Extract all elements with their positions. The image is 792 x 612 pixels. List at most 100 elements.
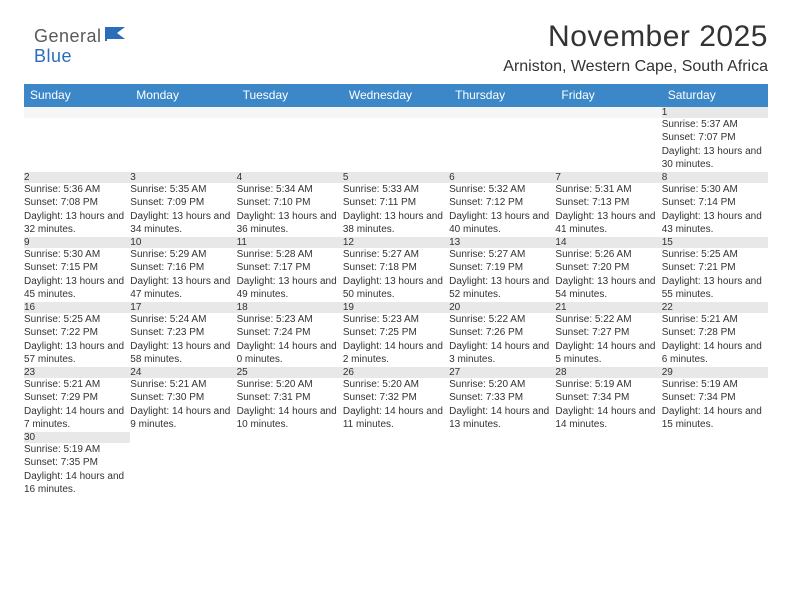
daylight-text: Daylight: 13 hours and 43 minutes.	[662, 210, 768, 237]
day-info-cell	[555, 443, 661, 497]
day-info-cell	[343, 118, 449, 172]
daylight-text: Daylight: 13 hours and 40 minutes.	[449, 210, 555, 237]
sunset-text: Sunset: 7:29 PM	[24, 391, 130, 405]
day-number-cell	[130, 432, 236, 443]
sunrise-text: Sunrise: 5:21 AM	[24, 378, 130, 392]
sunset-text: Sunset: 7:35 PM	[24, 456, 130, 470]
sunset-text: Sunset: 7:14 PM	[662, 196, 768, 210]
day-info-cell: Sunrise: 5:25 AMSunset: 7:21 PMDaylight:…	[662, 248, 768, 302]
daylight-text: Daylight: 14 hours and 14 minutes.	[555, 405, 661, 432]
day-number-cell: 19	[343, 302, 449, 313]
weekday-header-row: Sunday Monday Tuesday Wednesday Thursday…	[24, 84, 768, 107]
day-number-cell: 27	[449, 367, 555, 378]
day-info-cell	[130, 443, 236, 497]
day-info-cell: Sunrise: 5:30 AMSunset: 7:15 PMDaylight:…	[24, 248, 130, 302]
daylight-text: Daylight: 14 hours and 10 minutes.	[237, 405, 343, 432]
daylight-text: Daylight: 13 hours and 49 minutes.	[237, 275, 343, 302]
day-number-cell: 28	[555, 367, 661, 378]
day-number-cell	[662, 432, 768, 443]
day-info-cell: Sunrise: 5:22 AMSunset: 7:27 PMDaylight:…	[555, 313, 661, 367]
sunrise-text: Sunrise: 5:21 AM	[130, 378, 236, 392]
sunset-text: Sunset: 7:23 PM	[130, 326, 236, 340]
day-number-cell	[237, 107, 343, 118]
day-info-cell: Sunrise: 5:19 AMSunset: 7:34 PMDaylight:…	[662, 378, 768, 432]
daylight-text: Daylight: 14 hours and 2 minutes.	[343, 340, 449, 367]
location-text: Arniston, Western Cape, South Africa	[503, 58, 768, 76]
daylight-text: Daylight: 13 hours and 58 minutes.	[130, 340, 236, 367]
sunset-text: Sunset: 7:17 PM	[237, 261, 343, 275]
day-number-cell	[343, 432, 449, 443]
day-number-cell: 1	[662, 107, 768, 118]
daylight-text: Daylight: 14 hours and 11 minutes.	[343, 405, 449, 432]
day-info-cell	[24, 118, 130, 172]
sunrise-text: Sunrise: 5:30 AM	[24, 248, 130, 262]
sunset-text: Sunset: 7:16 PM	[130, 261, 236, 275]
day-number-cell: 11	[237, 237, 343, 248]
day-info-cell	[343, 443, 449, 497]
sunrise-text: Sunrise: 5:26 AM	[555, 248, 661, 262]
day-info-cell: Sunrise: 5:23 AMSunset: 7:24 PMDaylight:…	[237, 313, 343, 367]
daylight-text: Daylight: 13 hours and 38 minutes.	[343, 210, 449, 237]
day-number-cell: 8	[662, 172, 768, 183]
sunrise-text: Sunrise: 5:19 AM	[555, 378, 661, 392]
day-number-cell: 18	[237, 302, 343, 313]
sunrise-text: Sunrise: 5:23 AM	[343, 313, 449, 327]
daylight-text: Daylight: 14 hours and 13 minutes.	[449, 405, 555, 432]
day-info-cell: Sunrise: 5:28 AMSunset: 7:17 PMDaylight:…	[237, 248, 343, 302]
logo-text-blue-wrap: Blue	[34, 46, 72, 67]
day-number-cell	[449, 107, 555, 118]
daylight-text: Daylight: 13 hours and 50 minutes.	[343, 275, 449, 302]
sunset-text: Sunset: 7:11 PM	[343, 196, 449, 210]
sunset-text: Sunset: 7:07 PM	[662, 131, 768, 145]
day-number-cell: 13	[449, 237, 555, 248]
weekday-header: Monday	[130, 84, 236, 107]
daylight-text: Daylight: 13 hours and 32 minutes.	[24, 210, 130, 237]
sunrise-text: Sunrise: 5:30 AM	[662, 183, 768, 197]
sunset-text: Sunset: 7:27 PM	[555, 326, 661, 340]
day-number-cell: 16	[24, 302, 130, 313]
sunset-text: Sunset: 7:34 PM	[662, 391, 768, 405]
day-info-cell: Sunrise: 5:31 AMSunset: 7:13 PMDaylight:…	[555, 183, 661, 237]
sunset-text: Sunset: 7:34 PM	[555, 391, 661, 405]
day-number-cell: 22	[662, 302, 768, 313]
day-number-cell: 24	[130, 367, 236, 378]
daylight-text: Daylight: 14 hours and 9 minutes.	[130, 405, 236, 432]
sunset-text: Sunset: 7:26 PM	[449, 326, 555, 340]
daylight-text: Daylight: 13 hours and 47 minutes.	[130, 275, 236, 302]
day-number-cell: 29	[662, 367, 768, 378]
sunset-text: Sunset: 7:22 PM	[24, 326, 130, 340]
day-info-cell: Sunrise: 5:27 AMSunset: 7:18 PMDaylight:…	[343, 248, 449, 302]
sunrise-text: Sunrise: 5:22 AM	[555, 313, 661, 327]
sunset-text: Sunset: 7:21 PM	[662, 261, 768, 275]
sunrise-text: Sunrise: 5:34 AM	[237, 183, 343, 197]
day-number-cell: 6	[449, 172, 555, 183]
day-info-cell: Sunrise: 5:20 AMSunset: 7:33 PMDaylight:…	[449, 378, 555, 432]
day-info-cell	[555, 118, 661, 172]
daylight-text: Daylight: 14 hours and 15 minutes.	[662, 405, 768, 432]
weekday-header: Tuesday	[237, 84, 343, 107]
sunrise-text: Sunrise: 5:27 AM	[449, 248, 555, 262]
sunset-text: Sunset: 7:20 PM	[555, 261, 661, 275]
calendar-table: Sunday Monday Tuesday Wednesday Thursday…	[24, 84, 768, 497]
day-info-row: Sunrise: 5:36 AMSunset: 7:08 PMDaylight:…	[24, 183, 768, 237]
day-info-row: Sunrise: 5:19 AMSunset: 7:35 PMDaylight:…	[24, 443, 768, 497]
day-number-cell: 2	[24, 172, 130, 183]
day-number-cell: 26	[343, 367, 449, 378]
sunrise-text: Sunrise: 5:20 AM	[449, 378, 555, 392]
day-info-row: Sunrise: 5:25 AMSunset: 7:22 PMDaylight:…	[24, 313, 768, 367]
day-number-cell	[555, 107, 661, 118]
day-info-cell: Sunrise: 5:36 AMSunset: 7:08 PMDaylight:…	[24, 183, 130, 237]
sunset-text: Sunset: 7:18 PM	[343, 261, 449, 275]
day-number-cell: 30	[24, 432, 130, 443]
day-number-cell: 15	[662, 237, 768, 248]
day-number-cell	[24, 107, 130, 118]
day-info-row: Sunrise: 5:30 AMSunset: 7:15 PMDaylight:…	[24, 248, 768, 302]
day-number-cell: 10	[130, 237, 236, 248]
day-number-cell: 12	[343, 237, 449, 248]
day-info-cell	[237, 118, 343, 172]
day-number-cell: 21	[555, 302, 661, 313]
sunset-text: Sunset: 7:31 PM	[237, 391, 343, 405]
day-info-cell: Sunrise: 5:21 AMSunset: 7:28 PMDaylight:…	[662, 313, 768, 367]
daylight-text: Daylight: 13 hours and 34 minutes.	[130, 210, 236, 237]
sunrise-text: Sunrise: 5:22 AM	[449, 313, 555, 327]
